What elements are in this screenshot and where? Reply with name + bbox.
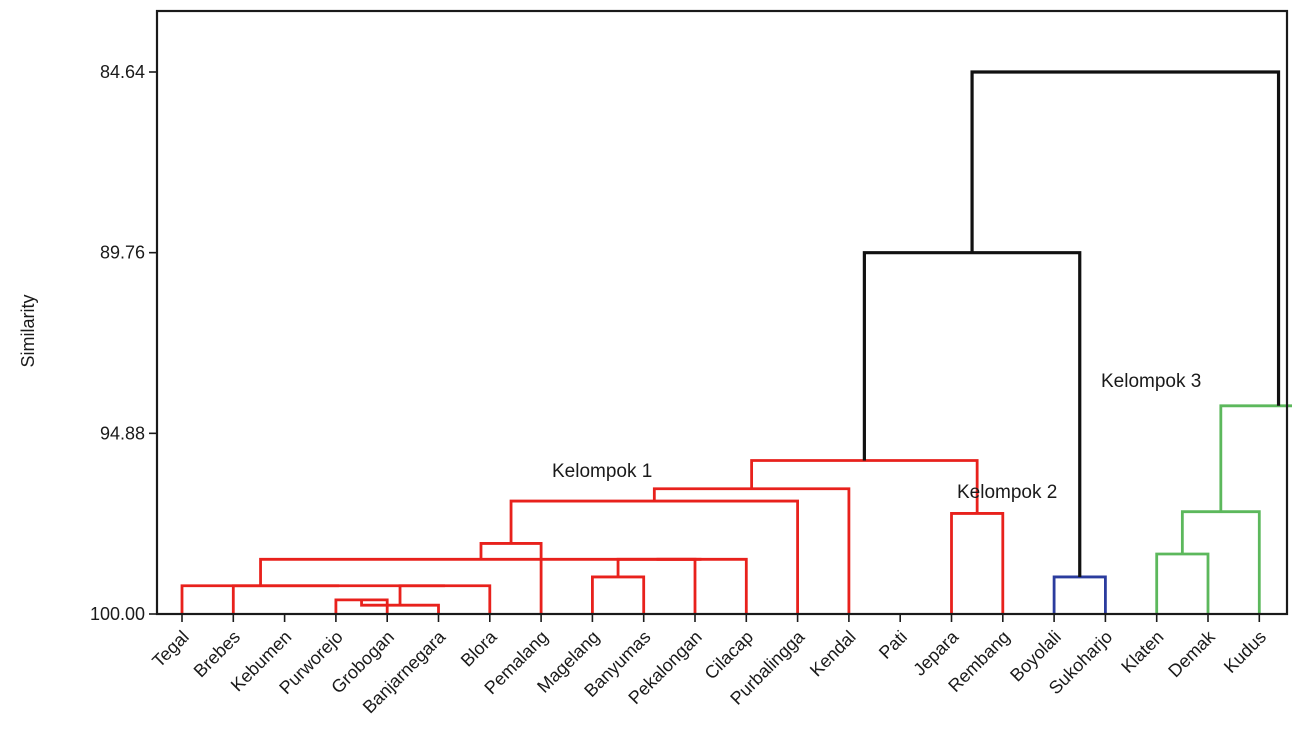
dendrogram-link bbox=[950, 512, 1005, 614]
dendrogram-link bbox=[616, 557, 697, 614]
dendrogram-link bbox=[398, 584, 492, 614]
leaf-label: Demak bbox=[1164, 626, 1219, 681]
dendrogram-link bbox=[750, 459, 979, 514]
dendrogram-link bbox=[334, 598, 389, 614]
leaf-label: Blora bbox=[457, 626, 502, 671]
dendrogram-link bbox=[509, 499, 799, 614]
dendrogram-link bbox=[1052, 575, 1107, 614]
y-tick-label: 89.76 bbox=[100, 243, 145, 263]
cluster-label: Kelompok 3 bbox=[1101, 371, 1201, 392]
y-tick-label: 100.00 bbox=[90, 604, 145, 624]
leaf-label: Klaten bbox=[1117, 627, 1167, 677]
leaf-label: Pati bbox=[875, 627, 911, 663]
x-axis: TegalBrebesKebumenPurworejoGroboganBanja… bbox=[148, 614, 1270, 717]
dendrogram-link bbox=[180, 584, 340, 614]
dendrogram-link bbox=[656, 557, 748, 614]
cluster-label: Kelompok 1 bbox=[552, 461, 652, 482]
dendrogram-link bbox=[652, 487, 851, 614]
y-tick-label: 84.64 bbox=[100, 62, 145, 82]
dendrogram-link bbox=[259, 557, 702, 586]
y-tick-label: 94.88 bbox=[100, 423, 145, 443]
y-axis: 84.64 89.76 94.88 100.00 bbox=[90, 62, 157, 624]
leaf-label: Kudus bbox=[1220, 627, 1270, 677]
plot-frame bbox=[155, 9, 1289, 616]
leaf-label: Kendal bbox=[806, 627, 860, 681]
dendrogram-link bbox=[1155, 552, 1210, 614]
dendrogram-link bbox=[862, 251, 1082, 577]
dendrogram-link bbox=[591, 575, 646, 614]
cluster-label: Kelompok 2 bbox=[957, 482, 1057, 503]
dendrogram-link bbox=[970, 70, 1281, 406]
leaf-label: Tegal bbox=[148, 627, 193, 672]
y-axis-label: Similarity bbox=[18, 294, 38, 367]
dendrogram-links bbox=[180, 70, 1292, 614]
dendrogram-link bbox=[1180, 510, 1261, 614]
dendrogram-link bbox=[1219, 404, 1292, 512]
cluster-labels: Kelompok 1 Kelompok 2 Kelompok 3 bbox=[552, 371, 1201, 503]
